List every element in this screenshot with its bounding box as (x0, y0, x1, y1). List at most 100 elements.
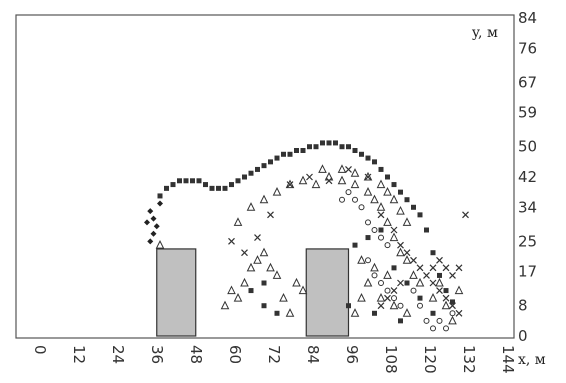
data-point-triangle (155, 240, 165, 249)
data-point-circle (352, 196, 358, 203)
data-point-cross (390, 226, 398, 234)
data-point-square (248, 288, 254, 294)
data-point-square (417, 212, 423, 218)
data-point-circle (365, 257, 371, 264)
data-point-cross (325, 177, 333, 185)
data-point-triangle (383, 217, 392, 226)
data-point-circle (339, 196, 345, 203)
data-point-triangle (298, 175, 308, 185)
data-point-triangle (272, 270, 282, 279)
data-point-triangle (389, 232, 399, 242)
data-point-square (320, 140, 325, 146)
data-point-square (352, 242, 358, 248)
data-point-triangle (311, 179, 321, 189)
data-point-cross (423, 272, 430, 279)
data-point-cross (377, 211, 385, 219)
data-point-triangle (350, 179, 360, 189)
y-tick-label: 25 (518, 232, 537, 250)
y-tick-label: 59 (518, 104, 537, 122)
data-point-cross (442, 294, 450, 302)
data-point-square (359, 151, 364, 157)
data-point-square (430, 250, 436, 256)
x-tick-label: 72 (265, 345, 283, 364)
data-point-square (216, 185, 221, 191)
data-point-cross (267, 211, 274, 219)
x-tick-label: 84 (304, 345, 322, 364)
data-point-cross (449, 302, 456, 310)
data-point-triangle (396, 205, 405, 215)
data-point-cross (286, 181, 294, 188)
data-point-square (450, 299, 455, 305)
data-point-cross (345, 166, 352, 173)
y-tick-label: 76 (518, 39, 537, 57)
data-point-triangle (259, 194, 269, 204)
data-point-triangle (233, 217, 243, 226)
data-point-triangle (337, 175, 347, 185)
y-tick-label: 0 (518, 327, 528, 345)
data-point-square (365, 235, 371, 241)
data-point-cross (397, 241, 404, 249)
data-point-square (268, 159, 273, 165)
data-point-triangle (428, 293, 438, 302)
data-point-triangle (259, 247, 269, 257)
data-point-triangle (383, 270, 392, 279)
data-point-cross (442, 264, 450, 272)
data-point-square (378, 166, 384, 172)
data-point-square (391, 182, 397, 188)
data-point-square (411, 204, 416, 210)
data-point-triangle (337, 164, 347, 173)
data-point-square (222, 185, 228, 191)
data-point-triangle (376, 179, 386, 189)
data-point-triangle (253, 255, 262, 264)
data-point-diamond (150, 230, 157, 237)
data-point-triangle (409, 270, 418, 279)
data-point-triangle (441, 300, 451, 310)
data-point-square (437, 272, 442, 278)
data-point-square (248, 170, 254, 176)
x-tick-label: 48 (187, 345, 205, 364)
data-point-square (164, 185, 169, 191)
y-tick-label: 8 (518, 297, 528, 315)
data-point-triangle (454, 285, 464, 295)
data-point-square (385, 174, 390, 180)
data-point-triangle (240, 277, 249, 287)
data-point-cross (410, 256, 417, 264)
data-point-square (346, 303, 351, 309)
y-tick-label: 50 (518, 138, 537, 156)
y-tick-label: 34 (518, 198, 537, 216)
data-point-square (177, 178, 182, 184)
data-point-cross (416, 264, 424, 272)
data-point-circle (423, 317, 430, 324)
data-point-cross (254, 234, 261, 241)
data-point-cross (364, 173, 372, 181)
data-point-square (209, 185, 215, 191)
data-point-square (443, 288, 449, 294)
data-point-cross (397, 279, 404, 287)
data-point-diamond (147, 208, 154, 215)
data-point-square (417, 295, 423, 301)
data-point-cross (429, 264, 437, 272)
data-point-square (190, 178, 195, 184)
y-tick-label: 67 (518, 73, 537, 91)
data-point-square (378, 227, 384, 233)
data-point-circle (417, 302, 423, 309)
y-axis-label: y, м (471, 25, 498, 41)
data-point-square (255, 166, 260, 172)
data-point-square (294, 148, 299, 153)
data-point-cross (455, 309, 463, 317)
data-point-triangle (363, 171, 373, 181)
data-point-square (313, 144, 319, 150)
data-point-triangle (357, 255, 366, 264)
data-point-triangle (246, 262, 256, 272)
x-tick-label: 0 (31, 345, 49, 355)
x-tick-label: 24 (109, 345, 127, 364)
data-point-triangle (363, 277, 373, 287)
data-point-circle (365, 219, 371, 226)
data-point-triangle (402, 308, 412, 317)
data-point-circle (436, 317, 443, 324)
data-point-triangle (350, 308, 360, 317)
data-point-triangle (298, 285, 308, 295)
data-point-triangle (285, 179, 295, 189)
data-point-square (157, 193, 163, 199)
data-point-cross (377, 302, 385, 310)
